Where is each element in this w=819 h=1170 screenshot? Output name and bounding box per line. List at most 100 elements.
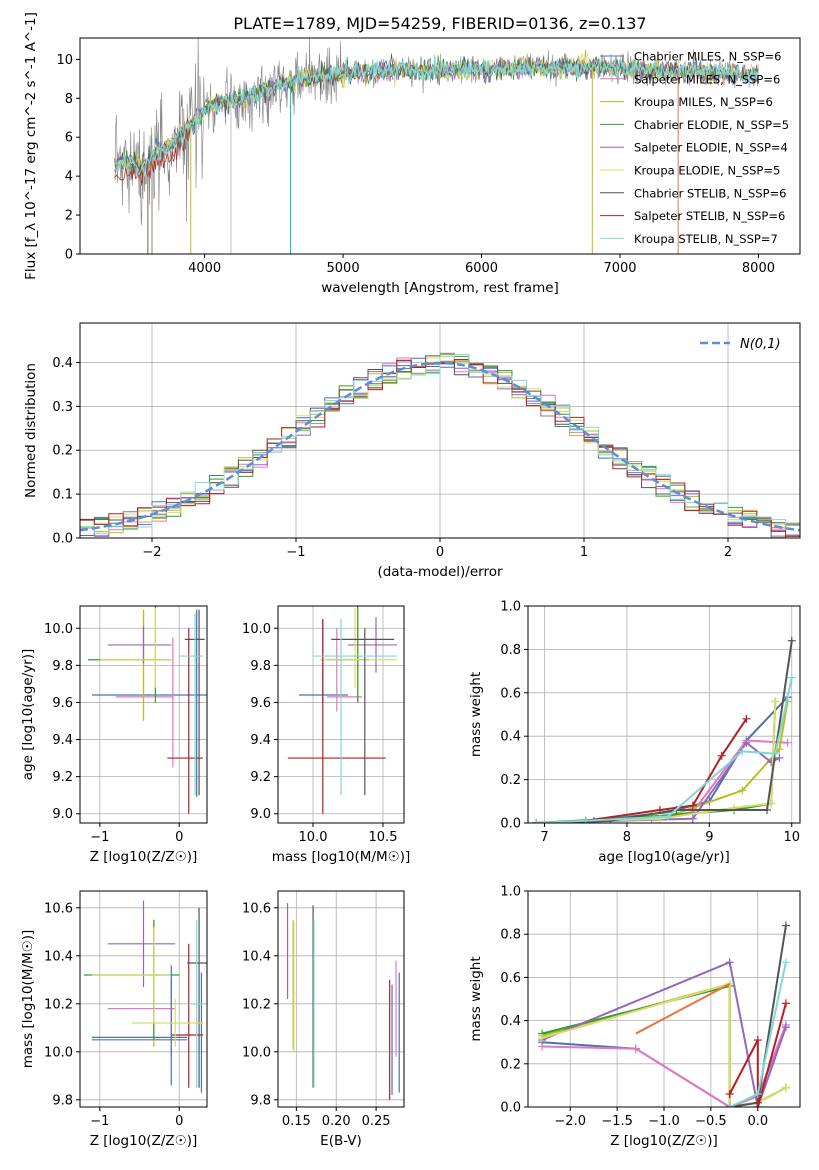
y-tick-label: 9.2 (52, 770, 73, 785)
histogram-kroupa_stelib (80, 353, 800, 534)
x-tick-label: 10.5 (369, 830, 398, 845)
legend-spectrum: Chabrier MILES, N_SSP=6 Salpeter MILES, N… (600, 50, 789, 246)
plot-area-residuals (80, 352, 800, 538)
model-chabrier_stelib (114, 53, 759, 183)
y-tick-label: 10.4 (242, 949, 271, 964)
legend-label: Chabrier STELIB, N_SSP=6 (634, 186, 786, 200)
plot-area-mass_vs_Z (83, 900, 207, 1093)
y-tick-label: 9.4 (52, 733, 73, 748)
axes-frame-mass_vs_ebv: 0.15 0.20 0.25 9.8 10.0 10.2 10.4 10.6 E(B-V) (242, 890, 405, 1149)
y-tick-label: 9.2 (250, 770, 271, 785)
x-tick-label: 0 (175, 830, 183, 845)
panel-weight_vs_Z: −2.0 −1.5 −1.0 −0.5 0.0 0.0 0.2 0.4 0.6 0.8 1.0 Z [… (468, 885, 801, 1149)
legend-label: Chabrier ELODIE, N_SSP=5 (634, 118, 789, 132)
y-tick-label: 0.0 (500, 817, 521, 832)
y-tick-label: 9.6 (52, 696, 73, 711)
y-tick-label: 0.8 (500, 928, 521, 943)
y-tick-label: 0.4 (500, 1014, 521, 1029)
y-tick-label: 6 (65, 131, 73, 146)
x-axis-label: wavelength [Angstrom, rest frame] (321, 280, 559, 296)
axes-frame-weight_vs_age: 7 8 9 10 0.0 0.2 0.4 0.6 0.8 1.0 age [log10(age/yr… (468, 600, 801, 865)
y-tick-label: 0.3 (52, 400, 73, 415)
y-tick-label: 0.2 (500, 773, 521, 788)
axes-frame-age_vs_Z: −1 0 9.0 9.2 9.4 9.6 9.8 10.0 Z [log10(Z/Z☉)] age… (20, 605, 208, 865)
panel-spectrum: Chabrier MILES, N_SSP=6 Salpeter MILES, N… (23, 12, 801, 296)
y-tick-label: 10.6 (44, 901, 73, 916)
x-tick-label: −1 (90, 1114, 109, 1129)
legend-label: Kroupa STELIB, N_SSP=7 (634, 232, 778, 246)
x-tick-label: 0.0 (747, 1114, 768, 1129)
panel-mass_vs_Z: −1 0 9.8 10.0 10.2 10.4 10.6 Z [log10(Z/Z☉)] mas… (20, 890, 208, 1149)
y-tick-label: 9.4 (250, 733, 271, 748)
legend-label: N(0,1) (740, 337, 781, 352)
weight-line-kroupa_elodie (536, 701, 777, 823)
plot-area-weight_vs_age (532, 636, 796, 823)
y-tick-label: 9.8 (52, 1093, 73, 1108)
axes-frame-residuals: N(0,1) −2 −1 0 1 2 0.0 0.1 0.2 0.3 0.4 (data-model)… (23, 322, 801, 580)
legend-residuals: N(0,1) (700, 337, 781, 352)
y-tick-label: 2 (65, 209, 73, 224)
x-tick-label: 0.25 (362, 1114, 391, 1129)
weight-line (635, 982, 731, 1035)
weight-line-chabrier_miles (536, 696, 789, 823)
x-tick-label: 1 (580, 545, 588, 560)
figure-title: PLATE=1789, MJD=54259, FIBERID=0136, z=0… (233, 14, 646, 33)
weight-line-chabrier_elodie (536, 701, 777, 823)
weight-line-kroupa_elodie (541, 982, 787, 1107)
gaussian-curve (80, 361, 800, 532)
legend-label: Kroupa ELODIE, N_SSP=5 (634, 164, 780, 178)
x-axis-label: age [log10(age/yr)] (598, 849, 730, 865)
weight-line-salpeter_stelib (536, 718, 748, 823)
y-tick-label: 9.6 (250, 696, 271, 711)
axes-frame-mass_vs_Z: −1 0 9.8 10.0 10.2 10.4 10.6 Z [log10(Z/Z☉)] mas… (20, 890, 208, 1149)
model-kroupa_stelib (114, 54, 759, 177)
y-tick-label: 0.4 (500, 730, 521, 745)
y-axis-label: mass weight (468, 672, 484, 757)
y-tick-label: 4 (65, 170, 73, 185)
y-axis-label: mass [log10(M/M☉)] (20, 930, 36, 1069)
axes-frame (277, 890, 405, 1108)
x-tick-label: 10.0 (299, 830, 328, 845)
y-tick-label: 9.0 (52, 807, 73, 822)
y-tick-label: 10.0 (242, 622, 271, 637)
y-tick-label: 0.2 (500, 1057, 521, 1072)
x-tick-label: −1 (90, 830, 109, 845)
x-tick-label: 2 (724, 545, 732, 560)
x-tick-label: −1.0 (648, 1114, 680, 1129)
plot-area-age_vs_mass (287, 606, 397, 814)
y-tick-label: 10 (56, 53, 73, 68)
y-tick-label: 0.4 (52, 356, 73, 371)
y-tick-label: 1.0 (500, 600, 521, 615)
y-tick-label: 0.6 (500, 686, 521, 701)
y-tick-label: 9.8 (250, 659, 271, 674)
y-tick-label: 1.0 (500, 885, 521, 900)
y-tick-label: 10.0 (44, 622, 73, 637)
y-tick-label: 10.0 (44, 1045, 73, 1060)
x-axis-label: (data-model)/error (377, 564, 503, 580)
y-axis-label: mass weight (468, 956, 484, 1041)
y-tick-label: 9.8 (52, 659, 73, 674)
legend-label: Chabrier MILES, N_SSP=6 (634, 50, 781, 64)
x-tick-label: 0.20 (322, 1114, 351, 1129)
x-tick-label: −0.5 (695, 1114, 727, 1129)
model-kroupa_elodie (114, 52, 759, 172)
panel-age_vs_Z: −1 0 9.0 9.2 9.4 9.6 9.8 10.0 Z [log10(Z/Z☉)] age… (20, 605, 208, 865)
weight-line-kroupa_miles (536, 701, 789, 823)
x-tick-label: −2 (142, 545, 161, 560)
legend-label: Kroupa MILES, N_SSP=6 (634, 95, 773, 109)
y-tick-label: 0.8 (500, 643, 521, 658)
x-tick-label: 4000 (188, 261, 221, 276)
axes-frame (527, 605, 801, 824)
x-tick-label: 0 (175, 1114, 183, 1129)
weight-line-salpeter_elodie (541, 960, 787, 1107)
x-tick-label: 9 (705, 830, 713, 845)
y-tick-label: 0.0 (500, 1101, 521, 1116)
axes-frame (79, 890, 208, 1108)
x-axis-label: mass [log10(M/M☉)] (272, 849, 411, 865)
y-tick-label: 10.4 (44, 949, 73, 964)
x-tick-label: 6000 (465, 261, 498, 276)
x-tick-label: 8000 (742, 261, 775, 276)
y-tick-label: 10.2 (242, 997, 271, 1012)
axes-frame-age_vs_mass: 10.0 10.5 9.0 9.2 9.4 9.6 9.8 10.0 mass [log10(M… (242, 605, 411, 865)
